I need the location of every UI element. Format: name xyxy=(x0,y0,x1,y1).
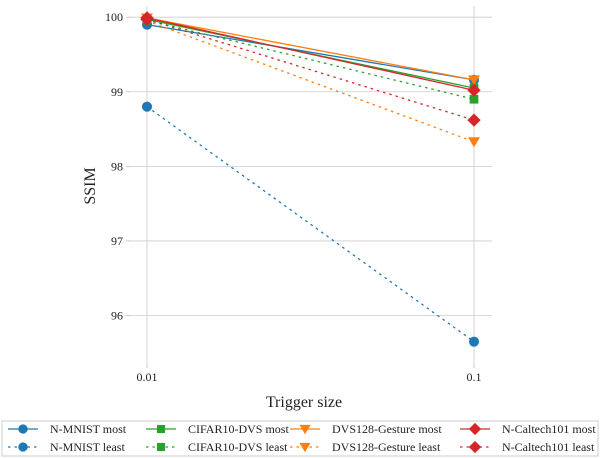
legend-label: DVS128-Gesture least xyxy=(332,440,441,454)
series-7 xyxy=(140,12,481,127)
legend-marker xyxy=(18,442,28,452)
y-tick-label: 100 xyxy=(105,10,123,24)
series-line xyxy=(146,17,475,91)
legend-entry: CIFAR10-DVS least xyxy=(146,440,288,454)
data-point xyxy=(467,113,481,127)
x-axis-title: Trigger size xyxy=(266,394,342,411)
legend-label: N-Caltech101 least xyxy=(502,440,595,454)
legend-entry: DVS128-Gesture least xyxy=(290,440,441,454)
legend-marker xyxy=(18,424,28,434)
legend-label: N-MNIST least xyxy=(50,440,125,454)
series-5 xyxy=(141,16,480,148)
series-line xyxy=(146,20,475,143)
y-tick-label: 96 xyxy=(111,309,123,323)
legend-entry: CIFAR10-DVS most xyxy=(146,422,289,436)
legend-entry: N-MNIST least xyxy=(8,440,125,454)
y-axis-title: SSIM xyxy=(82,167,99,204)
legend-label: N-Caltech101 most xyxy=(502,422,596,436)
y-tick-label: 99 xyxy=(111,85,123,99)
series-line xyxy=(146,106,475,343)
data-point xyxy=(468,137,480,148)
legend-label: DVS128-Gesture most xyxy=(332,422,442,436)
x-tick-label: 0.01 xyxy=(137,370,158,384)
x-axis: 0.01 0.1 xyxy=(137,364,482,384)
series-6 xyxy=(140,11,481,97)
legend-box xyxy=(1,420,599,457)
data-point xyxy=(468,336,480,347)
legend: N-MNIST most N-MNIST least CIFAR10-DVS mos… xyxy=(8,422,596,454)
y-tick-label: 98 xyxy=(111,159,123,173)
legend-marker xyxy=(299,442,311,453)
data-point xyxy=(467,83,481,97)
y-axis: 96 97 98 99 100 xyxy=(105,10,130,323)
series-4 xyxy=(141,13,480,86)
series-line xyxy=(146,19,475,100)
legend-entry: N-MNIST most xyxy=(8,422,127,436)
legend-label: CIFAR10-DVS least xyxy=(188,440,288,454)
data-point xyxy=(469,94,479,104)
legend-marker xyxy=(468,422,482,436)
legend-marker xyxy=(156,424,166,434)
legend-marker xyxy=(156,442,166,452)
legend-marker xyxy=(468,440,482,454)
legend-label: N-MNIST most xyxy=(50,422,127,436)
legend-entry: DVS128-Gesture most xyxy=(290,422,442,436)
legend-entry: N-Caltech101 most xyxy=(460,422,596,436)
grid xyxy=(130,6,492,364)
series-1 xyxy=(141,101,480,347)
series-line xyxy=(146,24,475,81)
legend-entry: N-Caltech101 least xyxy=(460,440,595,454)
series-layer xyxy=(140,11,481,347)
series-line xyxy=(146,17,475,81)
data-point xyxy=(140,12,154,27)
legend-marker xyxy=(299,424,311,435)
data-point xyxy=(468,75,480,86)
x-tick-label: 0.1 xyxy=(467,370,482,384)
y-tick-label: 97 xyxy=(111,234,123,248)
legend-label: CIFAR10-DVS most xyxy=(188,422,289,436)
series-line xyxy=(146,18,475,121)
data-point xyxy=(141,101,153,112)
